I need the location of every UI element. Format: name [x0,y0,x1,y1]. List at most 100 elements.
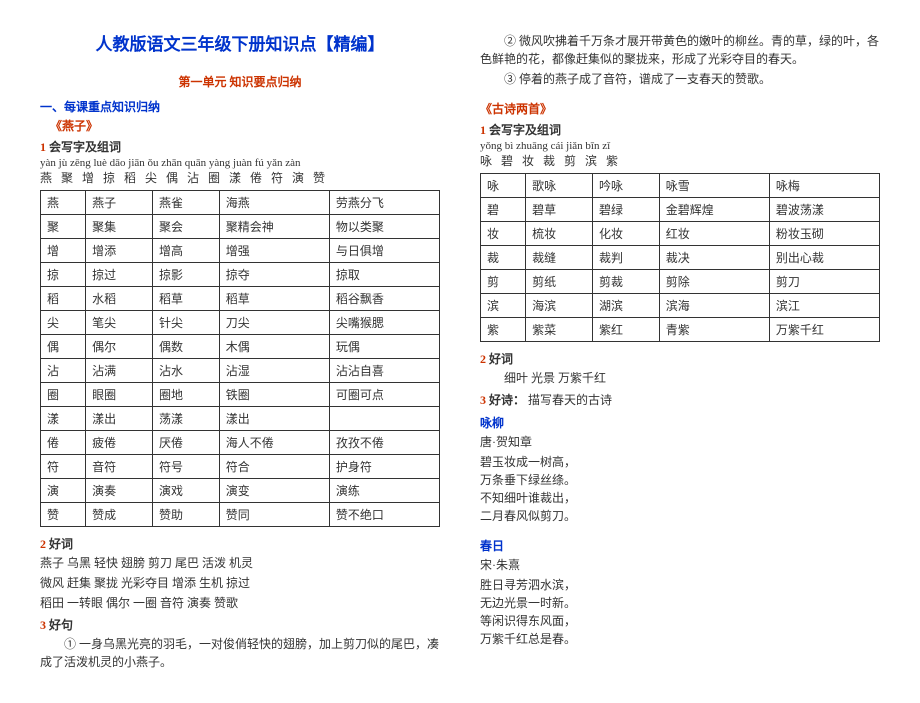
table-cell: 万紫千红 [769,318,879,342]
yanzi-haoci-head: 2 好词 [40,535,440,552]
table-cell: 剪纸 [526,270,593,294]
table-cell: 玩偶 [329,335,439,359]
num: 3 [480,393,486,407]
table-cell: 裁判 [592,246,659,270]
poem-author: 宋·朱熹 [480,556,880,574]
table-cell: 漾出 [86,407,153,431]
table-cell: 音符 [86,455,153,479]
table-cell: 护身符 [329,455,439,479]
table-row: 符音符符号符合护身符 [41,455,440,479]
table-row: 演演奏演戏演变演练 [41,479,440,503]
table-cell: 赞同 [219,503,329,527]
table-cell: 剪刀 [769,270,879,294]
table-cell: 针尖 [152,311,219,335]
table-cell: 荡漾 [152,407,219,431]
table-cell: 与日俱增 [329,239,439,263]
lbl: 好诗： [489,393,525,407]
table-cell: 掠 [41,263,86,287]
table-row: 倦疲倦厌倦海人不倦孜孜不倦 [41,431,440,455]
lesson-yanzi-title: 《燕子》 [50,117,440,134]
table-cell: 裁缝 [526,246,593,270]
table-row: 燕燕子燕雀海燕劳燕分飞 [41,191,440,215]
table-cell: 掠取 [329,263,439,287]
poem-line: 无边光景一时新。 [480,594,880,612]
table-cell: 滨 [481,294,526,318]
lbl: 会写字及组词 [489,123,561,137]
table-cell: 聚会 [152,215,219,239]
table-cell: 咏雪 [659,174,769,198]
table-cell: 紫菜 [526,318,593,342]
table-cell: 红妆 [659,222,769,246]
table-cell: 海燕 [219,191,329,215]
table-cell: 海滨 [526,294,593,318]
table-cell: 歌咏 [526,174,593,198]
table-cell: 剪 [481,270,526,294]
lbl: 好句 [49,618,73,632]
gushi-haoshi-head: 3 好诗： 描写春天的古诗 [480,391,880,408]
lesson-gushi-title: 《古诗两首》 [480,100,880,117]
gushi-chars: 咏 碧 妆 裁 剪 滨 紫 [480,152,880,169]
table-row: 咏歌咏吟咏咏雪咏梅 [481,174,880,198]
table-cell: 演 [41,479,86,503]
table-cell: 漾出 [219,407,329,431]
table-cell: 增高 [152,239,219,263]
table-cell: 圈地 [152,383,219,407]
table-cell: 碧草 [526,198,593,222]
table-cell: 笔尖 [86,311,153,335]
table-row: 尖笔尖针尖刀尖尖嘴猴腮 [41,311,440,335]
table-cell: 水稻 [86,287,153,311]
yanzi-zixie-head: 1 会写字及组词 [40,138,440,155]
table-cell: 赞成 [86,503,153,527]
table-cell: 海人不倦 [219,431,329,455]
table-cell: 赞 [41,503,86,527]
poem-line: 等闲识得东风面， [480,612,880,630]
table-cell: 符 [41,455,86,479]
table-cell: 裁 [481,246,526,270]
yanzi-pinyin: yàn jù zēng luè dāo jiān ǒu zhān quān yà… [40,157,440,169]
table-cell: 滨海 [659,294,769,318]
table-cell: 化妆 [592,222,659,246]
table-cell: 紫 [481,318,526,342]
table-cell: 掠夺 [219,263,329,287]
table-cell: 尖嘴猴腮 [329,311,439,335]
table-cell: 劳燕分飞 [329,191,439,215]
table-cell: 稻 [41,287,86,311]
table-cell: 倦 [41,431,86,455]
table-cell: 偶数 [152,335,219,359]
table-cell: 增添 [86,239,153,263]
table-cell: 湖滨 [592,294,659,318]
poem-line: 胜日寻芳泗水滨， [480,576,880,594]
hc-line: 燕子 乌黑 轻快 翅膀 剪刀 尾巴 活泼 机灵 [40,554,440,572]
hj-line: ③ 停着的燕子成了音符，谱成了一支春天的赞歌。 [480,70,880,88]
table-cell: 裁决 [659,246,769,270]
table-row: 赞赞成赞助赞同赞不绝口 [41,503,440,527]
section-heading: 一、每课重点知识归纳 [40,98,440,115]
poem-line: 二月春风似剪刀。 [480,507,880,525]
gushi-haoci-head: 2 好词 [480,350,880,367]
table-cell: 剪除 [659,270,769,294]
table-cell: 咏梅 [769,174,879,198]
table-cell: 漾 [41,407,86,431]
table-cell: 演戏 [152,479,219,503]
hj-line: ① 一身乌黑光亮的羽毛，一对俊俏轻快的翅膀，加上剪刀似的尾巴，凑成了活泼机灵的小… [40,635,440,671]
table-cell: 增强 [219,239,329,263]
num: 1 [480,123,486,137]
table-cell: 木偶 [219,335,329,359]
table-cell: 演奏 [86,479,153,503]
gushi-zixie-head: 1 会写字及组词 [480,121,880,138]
table-row: 聚聚集聚会聚精会神物以类聚 [41,215,440,239]
gushi-pinyin: yǒng bì zhuāng cái jiǎn bīn zǐ [480,140,880,152]
hc-line: 微风 赶集 聚拢 光彩夺目 增添 生机 掠过 [40,574,440,592]
num: 2 [480,352,486,366]
table-row: 紫紫菜紫红青紫万紫千红 [481,318,880,342]
table-row: 掠掠过掠影掠夺掠取 [41,263,440,287]
page-title: 人教版语文三年级下册知识点【精编】 [40,30,440,55]
table-cell: 疲倦 [86,431,153,455]
table-cell: 沾湿 [219,359,329,383]
table-cell: 增 [41,239,86,263]
table-row: 圈眼圈圈地铁圈可圈可点 [41,383,440,407]
table-cell: 符号 [152,455,219,479]
table-cell: 赞不绝口 [329,503,439,527]
table-cell: 尖 [41,311,86,335]
num: 1 [40,140,46,154]
